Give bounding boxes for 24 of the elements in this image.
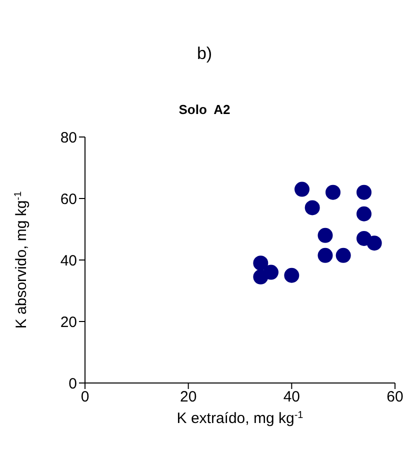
y-tick-label: 80 [60, 129, 77, 146]
point [318, 228, 333, 243]
y-tick-label: 40 [60, 252, 77, 270]
point [253, 269, 268, 284]
x-tick-label: 20 [180, 388, 197, 406]
point [284, 268, 300, 283]
point [326, 184, 340, 200]
x-tick-label: 40 [283, 388, 300, 406]
point [356, 184, 372, 200]
point [318, 248, 333, 263]
point [336, 248, 351, 263]
y-tick-label: 60 [60, 190, 77, 208]
x-tick-label: 0 [80, 388, 90, 406]
chart-title: b) [196, 44, 214, 64]
y-tick-label: 20 [60, 314, 77, 331]
point [253, 256, 268, 271]
x-axis-title: K extraído, mg kg$^{-1}$ [176, 410, 304, 427]
y-tick-label: 0 [68, 375, 77, 392]
x-tick-label: 60 [386, 388, 404, 406]
point [366, 236, 382, 251]
chart-subtitle: Solo A2 [178, 102, 232, 117]
point [294, 182, 310, 197]
point [356, 206, 372, 222]
point [304, 200, 320, 216]
